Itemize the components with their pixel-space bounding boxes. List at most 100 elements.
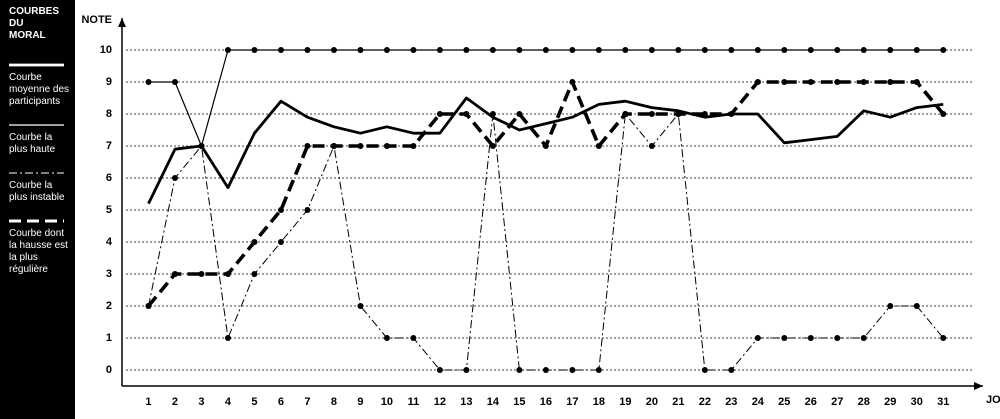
point xyxy=(463,367,470,373)
legend-label: Courbe la plus haute xyxy=(9,132,56,155)
y-tick-label: 6 xyxy=(106,172,112,184)
point xyxy=(781,47,788,53)
legend-swatch xyxy=(9,63,64,67)
point xyxy=(887,47,894,53)
y-tick-label: 10 xyxy=(100,44,112,56)
point xyxy=(542,47,549,53)
x-tick-label: 23 xyxy=(725,396,737,408)
point xyxy=(807,335,814,341)
point xyxy=(198,271,205,277)
legend-entry: Courbe dont la hausse est la plus réguli… xyxy=(9,218,70,276)
point xyxy=(675,111,682,117)
x-tick-label: 31 xyxy=(937,396,949,408)
legend-label: Courbe moyenne des participants xyxy=(9,72,70,107)
point xyxy=(595,47,602,53)
x-arrow xyxy=(974,382,983,390)
point xyxy=(834,79,841,85)
point xyxy=(807,79,814,85)
point xyxy=(569,79,576,85)
legend-entry: Courbe la plus instable xyxy=(9,170,70,204)
x-tick-label: 8 xyxy=(331,396,337,408)
legend-label: Courbe la plus instable xyxy=(9,180,65,203)
point xyxy=(728,367,735,373)
point xyxy=(251,271,258,277)
y-tick-label: 9 xyxy=(106,76,112,88)
x-tick-label: 13 xyxy=(460,396,472,408)
point xyxy=(489,47,496,53)
point xyxy=(463,47,470,53)
point xyxy=(145,303,152,309)
point xyxy=(754,335,761,341)
x-tick-label: 11 xyxy=(408,396,420,408)
point xyxy=(860,79,867,85)
point xyxy=(277,207,284,213)
x-tick-label: 25 xyxy=(778,396,790,408)
x-tick-label: 17 xyxy=(566,396,578,408)
legend-entry: Courbe la plus haute xyxy=(9,122,70,156)
point xyxy=(171,79,178,85)
point xyxy=(701,367,708,373)
point xyxy=(622,111,629,117)
point xyxy=(834,335,841,341)
point xyxy=(224,335,231,341)
x-tick-label: 6 xyxy=(278,396,284,408)
point xyxy=(516,367,523,373)
x-tick-label: 28 xyxy=(858,396,870,408)
point xyxy=(330,47,337,53)
point xyxy=(648,143,655,149)
point xyxy=(807,47,814,53)
point xyxy=(728,111,735,117)
point xyxy=(171,175,178,181)
point xyxy=(330,143,337,149)
point xyxy=(357,143,364,149)
point xyxy=(489,111,496,117)
point xyxy=(410,335,417,341)
x-tick-label: 26 xyxy=(805,396,817,408)
x-tick-label: 24 xyxy=(752,396,765,408)
chart-title: COURBES DU MORAL xyxy=(9,6,60,41)
point xyxy=(224,271,231,277)
y-tick-label: 0 xyxy=(106,364,112,376)
x-tick-label: 21 xyxy=(672,396,684,408)
x-tick-label: 27 xyxy=(831,396,843,408)
x-tick-label: 20 xyxy=(646,396,658,408)
point xyxy=(357,303,364,309)
x-tick-label: 22 xyxy=(699,396,711,408)
point xyxy=(436,47,443,53)
x-tick-label: 5 xyxy=(251,396,257,408)
legend-swatch xyxy=(9,172,64,174)
x-tick-label: 30 xyxy=(911,396,923,408)
x-tick-label: 19 xyxy=(619,396,631,408)
legend-panel: COURBES DU MORAL Courbe moyenne des part… xyxy=(0,0,75,419)
point xyxy=(410,47,417,53)
x-axis-label: JOURS xyxy=(986,394,1000,406)
x-tick-label: 4 xyxy=(225,396,232,408)
point xyxy=(463,111,470,117)
point xyxy=(304,207,311,213)
legend-swatch xyxy=(9,124,64,126)
point xyxy=(940,47,947,53)
point xyxy=(251,47,258,53)
point xyxy=(622,47,629,53)
y-tick-label: 3 xyxy=(106,268,112,280)
point xyxy=(860,335,867,341)
point xyxy=(383,143,390,149)
x-tick-label: 2 xyxy=(172,396,178,408)
point xyxy=(542,143,549,149)
point xyxy=(304,47,311,53)
x-tick-label: 10 xyxy=(381,396,393,408)
point xyxy=(277,47,284,53)
point xyxy=(940,111,947,117)
y-tick-label: 2 xyxy=(106,300,112,312)
point xyxy=(648,111,655,117)
point xyxy=(595,367,602,373)
x-tick-label: 14 xyxy=(487,396,500,408)
point xyxy=(675,47,682,53)
point xyxy=(436,367,443,373)
point xyxy=(913,47,920,53)
point xyxy=(913,303,920,309)
point xyxy=(198,143,205,149)
point xyxy=(781,335,788,341)
point xyxy=(754,47,761,53)
